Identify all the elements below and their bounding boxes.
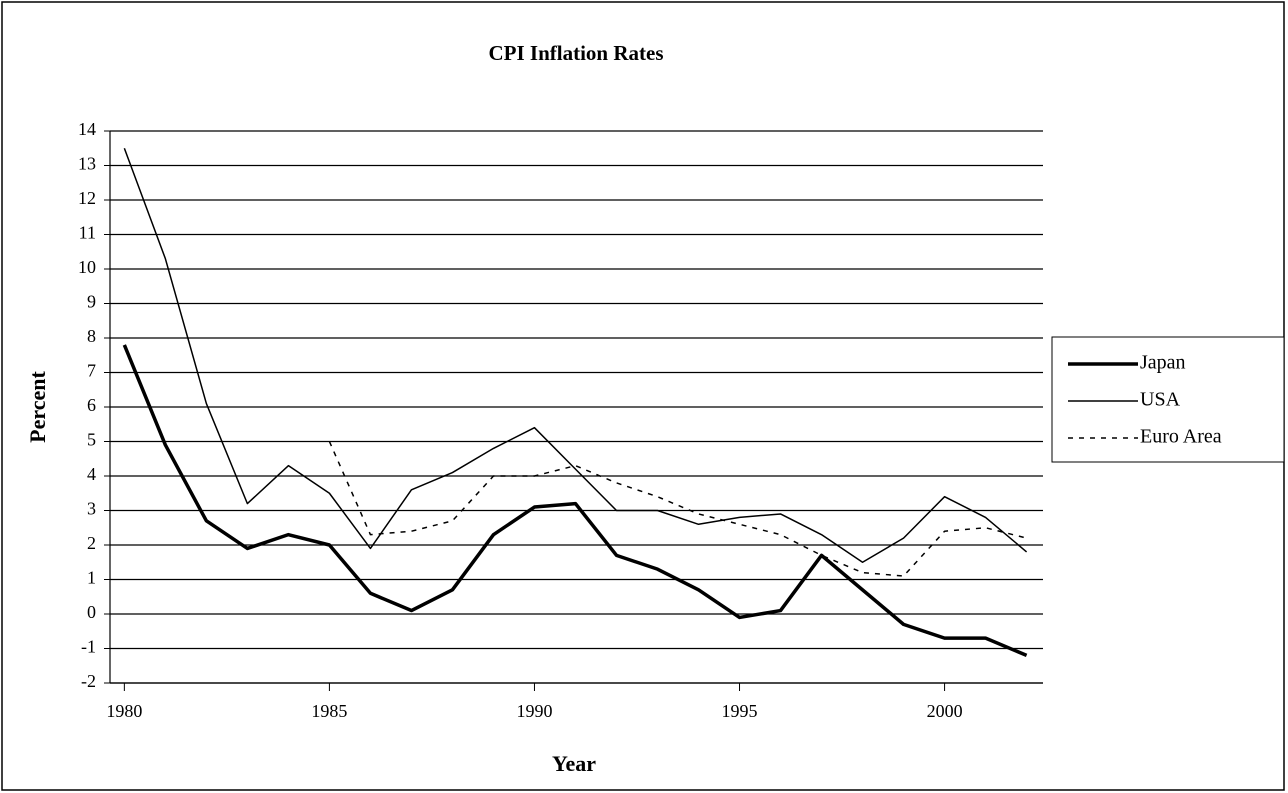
x-tick-label: 1980 bbox=[106, 701, 142, 721]
series-line bbox=[122, 344, 1028, 658]
y-tick-label: 11 bbox=[79, 223, 96, 243]
y-tick-label: 1 bbox=[87, 568, 96, 588]
y-axis-label: Percent bbox=[25, 371, 50, 443]
y-tick-label: 0 bbox=[87, 602, 96, 622]
y-tick-label: -1 bbox=[81, 637, 96, 657]
y-tick-label: 7 bbox=[87, 361, 96, 381]
x-tick-label: 2000 bbox=[927, 701, 963, 721]
x-tick-label: 1990 bbox=[516, 701, 552, 721]
x-tick-label: 1985 bbox=[311, 701, 347, 721]
y-tick-label: 14 bbox=[78, 119, 96, 139]
legend-box bbox=[1051, 336, 1285, 463]
y-tick-label: 10 bbox=[78, 257, 96, 277]
y-tick-label: 3 bbox=[87, 499, 96, 519]
y-tick-label: 9 bbox=[87, 292, 96, 312]
legend-label: Euro Area bbox=[1140, 426, 1222, 448]
y-tick-label: 5 bbox=[87, 430, 96, 450]
series-line bbox=[328, 441, 1027, 577]
y-tick-label: 6 bbox=[87, 395, 96, 415]
chart-title: CPI Inflation Rates bbox=[488, 41, 663, 65]
series-line bbox=[123, 147, 1028, 563]
y-tick-label: 4 bbox=[87, 464, 96, 484]
legend-label: USA bbox=[1140, 389, 1181, 411]
legend-label: Japan bbox=[1140, 352, 1186, 374]
y-tick-label: 8 bbox=[87, 326, 96, 346]
y-tick-label: 12 bbox=[78, 188, 96, 208]
x-tick-label: 1995 bbox=[722, 701, 758, 721]
x-axis-label: Year bbox=[552, 751, 596, 776]
y-tick-label: 13 bbox=[78, 154, 96, 174]
y-tick-label: 2 bbox=[87, 533, 96, 553]
y-tick-label: -2 bbox=[81, 671, 96, 691]
